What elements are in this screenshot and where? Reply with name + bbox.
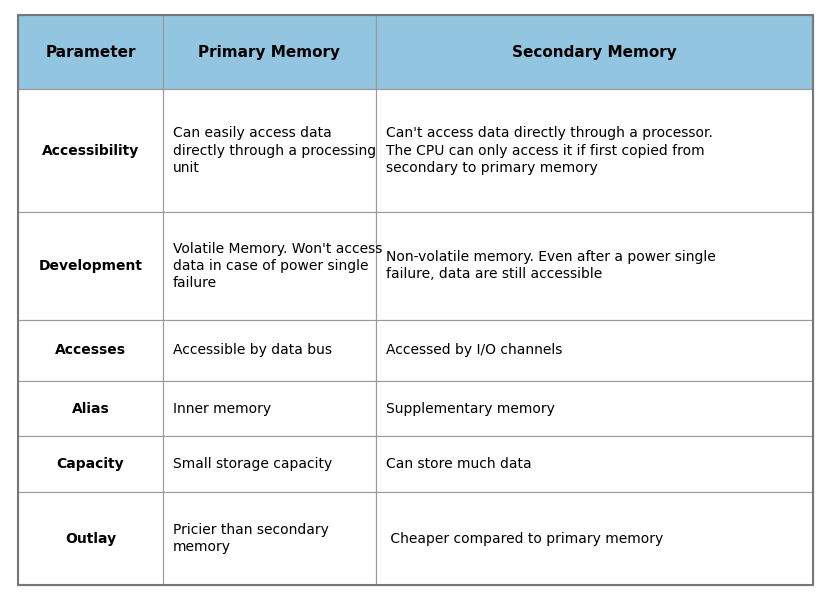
Text: Development: Development (38, 259, 142, 273)
Bar (376, 15, 813, 89)
Bar (376, 320, 813, 380)
Bar (18, 380, 163, 436)
Bar (163, 89, 376, 212)
Bar (376, 89, 813, 212)
Bar (376, 380, 813, 436)
Bar (376, 492, 813, 585)
Text: Primary Memory: Primary Memory (199, 44, 341, 59)
Bar (18, 212, 163, 320)
Text: Can easily access data
directly through a processing
unit: Can easily access data directly through … (173, 127, 376, 175)
Text: Capacity: Capacity (57, 457, 125, 471)
Bar (163, 320, 376, 380)
Bar (18, 320, 163, 380)
Bar (18, 492, 163, 585)
Bar (163, 15, 376, 89)
Bar (163, 212, 376, 320)
Text: Secondary Memory: Secondary Memory (512, 44, 677, 59)
Text: Inner memory: Inner memory (173, 401, 271, 416)
Text: Alias: Alias (71, 401, 110, 416)
Bar (376, 436, 813, 492)
Bar (18, 436, 163, 492)
Bar (163, 380, 376, 436)
Bar (376, 212, 813, 320)
Bar (18, 15, 163, 89)
Bar (163, 436, 376, 492)
Text: Outlay: Outlay (65, 532, 116, 545)
Text: Can't access data directly through a processor.
The CPU can only access it if fi: Can't access data directly through a pro… (386, 127, 713, 175)
Text: Accessibility: Accessibility (42, 143, 139, 158)
Text: Cheaper compared to primary memory: Cheaper compared to primary memory (386, 532, 663, 545)
Text: Volatile Memory. Won't access
data in case of power single
failure: Volatile Memory. Won't access data in ca… (173, 242, 382, 290)
Text: Can store much data: Can store much data (386, 457, 532, 471)
Text: Pricier than secondary
memory: Pricier than secondary memory (173, 523, 329, 554)
Text: Supplementary memory: Supplementary memory (386, 401, 555, 416)
Text: Accesses: Accesses (55, 343, 126, 357)
Text: Accessible by data bus: Accessible by data bus (173, 343, 332, 357)
Bar (163, 492, 376, 585)
Text: Parameter: Parameter (45, 44, 135, 59)
Bar (18, 89, 163, 212)
Text: Non-volatile memory. Even after a power single
failure, data are still accessibl: Non-volatile memory. Even after a power … (386, 250, 715, 281)
Text: Accessed by I/O channels: Accessed by I/O channels (386, 343, 563, 357)
Text: Small storage capacity: Small storage capacity (173, 457, 332, 471)
